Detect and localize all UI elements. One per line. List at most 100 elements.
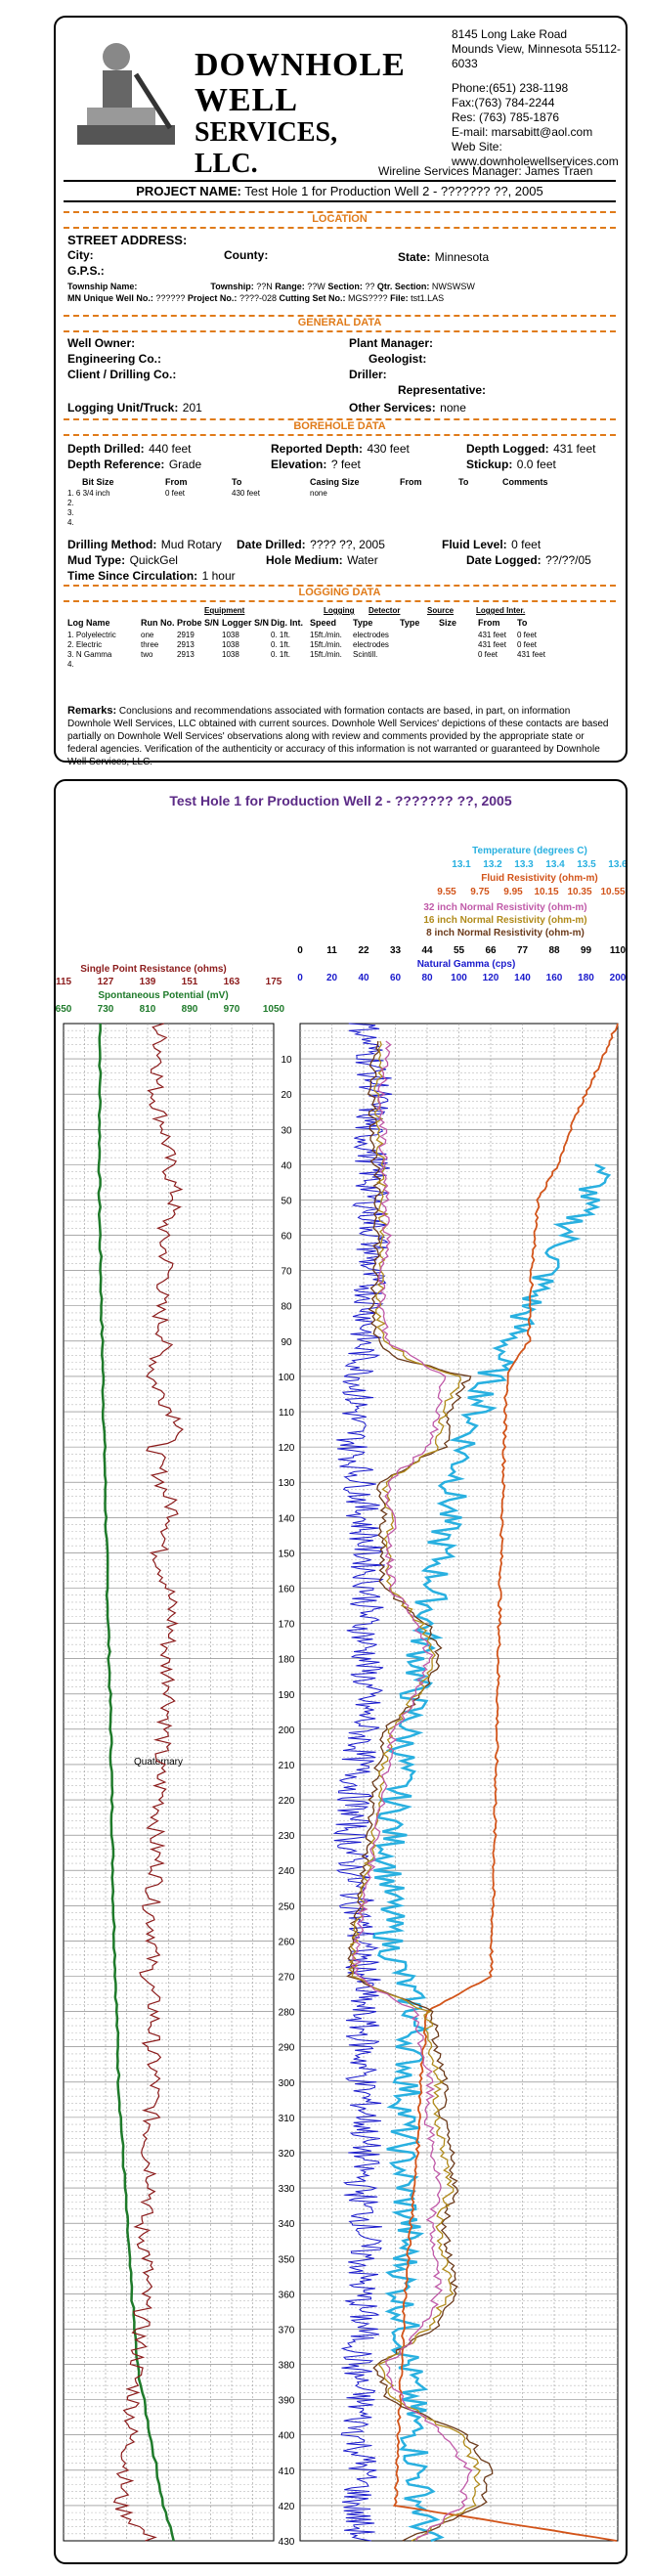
bit-row: 1. 6 3/4 inch 0 feet 430 feet none [67,489,615,499]
phone: Phone:(651) 238-1198 [452,81,569,95]
depth-tick-label: 200 [279,1725,295,1736]
logging-col-header: Log Name [67,618,110,628]
section-title-borehole: BOREHOLE DATA [293,420,386,432]
depth-logged-value: 431 feet [553,442,596,456]
drilling-method: Drilling Method: Mud Rotary [67,536,222,553]
logging-col-header: Dig. Int. [271,618,303,628]
axis-tick-label: 120 [483,973,499,983]
website[interactable]: Web Site: www.downholewellservices.com [452,140,619,168]
remarks-label: Remarks: [67,705,117,717]
date-drilled-label: Date Drilled: [237,538,306,551]
fluid-resistivity-tick-label: 9.95 [503,887,523,897]
well-id-row: MN Unique Well No.: ?????? Project No.: … [67,293,444,303]
cutting-set-value: MGS???? [348,293,388,303]
drilling-method-value: Mud Rotary [160,538,222,551]
logging-cell: 0 feet [478,650,498,659]
section-divider [64,600,616,602]
elevation-label: Elevation: [271,458,327,471]
project-no-label: Project No.: [187,293,238,303]
axis-tick-label: 80 [421,973,433,983]
axis-tick-label: 55 [454,945,465,956]
depth-tick-label: 70 [281,1267,292,1278]
axis-tick-label: 22 [358,945,369,956]
axis-tick-label: 77 [517,945,529,956]
logging-cell: 1. Polyelectric [67,631,116,639]
logging-unit-value: 201 [182,401,202,415]
email[interactable]: E-mail: marsabitt@aol.com [452,125,593,139]
divider [64,180,616,182]
temperature-tick-label: 13.2 [483,859,502,870]
axis-tick-label: 44 [421,945,433,956]
axis-tick-label: 100 [451,973,467,983]
logging-col-header: Size [439,618,457,628]
col-header: To [458,477,469,487]
stickup: Stickup: 0.0 feet [466,456,556,473]
logging-headers: Log Name Run No. Probe S/N Logger S/N Dig. I… [67,618,615,630]
logging-row: 3. N Gamma two 2913 1038 0. 1ft. 15ft./min. Sc… [67,650,615,660]
depth-tick-label: 140 [279,1513,295,1524]
section-divider [64,330,616,332]
date-drilled-value: ???? ??, 2005 [310,538,385,551]
axis-tick-label: 110 [610,945,626,956]
axis-tick-label: 180 [578,973,594,983]
group-source: Source [427,606,455,615]
axis-tick-label: 730 [98,1004,114,1015]
remarks: Remarks: Conclusions and recommendations… [67,705,615,768]
depth-tick-label: 80 [281,1302,292,1313]
bit-cell: 1. 6 3/4 inch [67,489,110,498]
logging-cell: 0. 1ft. [271,650,291,659]
logging-cell: three [141,640,159,649]
temperature-curve [369,1163,612,2543]
logging-group-headers: Equipment Logging Detector Source Logged… [67,606,615,618]
date-logged-label: Date Logged: [466,553,542,567]
logging-cell: electrodes [353,640,389,649]
well-log-chart: 1020304050607080901001101201301401501601… [56,846,626,2548]
logging-cell: 0. 1ft. [271,631,291,639]
time-since-circulation: Time Since Circulation: 1 hour [67,567,236,585]
other-services-value: none [440,401,466,415]
axis-tick-label: 160 [546,973,563,983]
depth-tick-label: 250 [279,1901,295,1912]
temperature-tick-label: 13.6 [608,859,626,870]
logging-unit: Logging Unit/Truck: 201 [67,399,202,416]
gps-label: G.P.S.: [67,264,105,278]
logging-cell: 15ft./min. [310,640,342,649]
reported-depth-value: 430 feet [367,442,410,456]
section-title-general: GENERAL DATA [297,317,382,328]
axis-tick-label: 88 [548,945,560,956]
date-logged-value: ??/??/05 [545,553,591,567]
plant-manager-label: Plant Manager: [349,336,434,350]
depth-tick-label: 400 [279,2431,295,2442]
depth-tick-label: 310 [279,2114,295,2124]
axis-tick-label: 0 [297,973,303,983]
bit-row: 2. [67,499,615,508]
logging-col-header: Speed [310,618,337,628]
depth-logged: Depth Logged: 431 feet [466,440,595,458]
axis-tick-label: 175 [266,977,282,987]
depth-tick-label: 90 [281,1337,292,1348]
depth-tick-label: 280 [279,2008,295,2019]
depth-tick-label: 10 [281,1055,292,1066]
depth-tick-label: 180 [279,1655,295,1666]
hole-medium-value: Water [347,553,378,567]
depth-tick-label: 130 [279,1478,295,1489]
elevation-value: ? feet [330,458,361,471]
bit-cell: 4. [67,518,74,527]
bit-rows: 1. 6 3/4 inch 0 feet 430 feet none 2. 3. 4. [67,489,615,528]
street-address-label: STREET ADDRESS: [67,233,188,247]
state-field: State: Minnesota [398,248,489,266]
divider [64,200,616,202]
logging-col-header: Probe S/N [177,618,220,628]
logging-cell: 15ft./min. [310,631,342,639]
depth-tick-label: 290 [279,2043,295,2054]
date-drilled: Date Drilled: ???? ??, 2005 [237,536,385,553]
client-label: Client / Drilling Co.: [67,368,177,381]
axis-tick-label: 0 [297,945,303,956]
axis-tick-label: 40 [358,973,369,983]
fluid-resistivity-tick-label: 10.55 [600,887,625,897]
project-value: Test Hole 1 for Production Well 2 - ????… [244,184,543,198]
col-header: Bit Size [82,477,114,487]
qtr-label: Qtr. Section: [376,282,430,291]
logo-text-downhole: DOWNHOLE [195,47,406,83]
circulation-value: 1 hour [201,569,236,583]
